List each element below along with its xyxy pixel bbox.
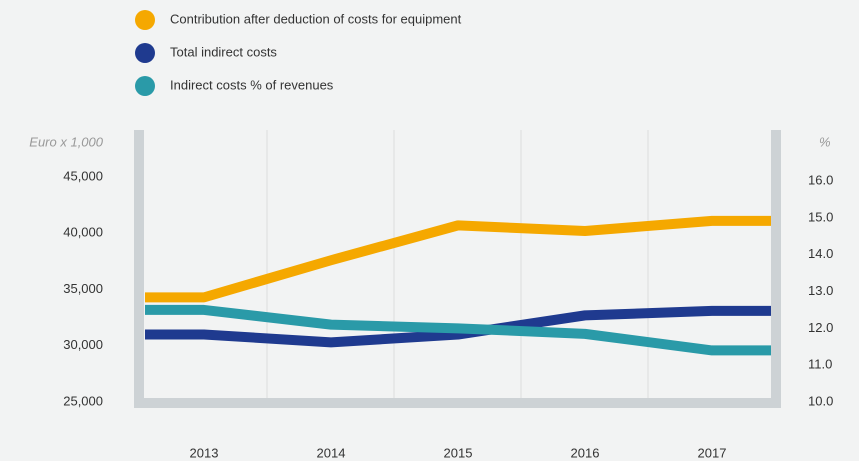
legend-swatch: [135, 76, 155, 96]
y-tick-label: 30,000: [63, 337, 103, 352]
x-tick-label: 2017: [698, 445, 727, 460]
x-tick-label: 2015: [444, 445, 473, 460]
y2-tick-label: 12.0: [808, 320, 833, 335]
y2-tick-label: 10.0: [808, 393, 833, 408]
y-tick-label: 45,000: [63, 168, 103, 183]
legend-label: Contribution after deduction of costs fo…: [170, 11, 462, 26]
legend-label: Total indirect costs: [170, 44, 277, 59]
plot-area: [133, 130, 781, 408]
series-line: [145, 305, 771, 348]
legend-swatch: [135, 43, 155, 63]
y2-tick-label: 11.0: [808, 357, 832, 372]
x-tick-label: 2014: [317, 445, 346, 460]
y2-tick-label: 15.0: [808, 209, 833, 224]
x-tick-label: 2016: [571, 445, 600, 460]
y-tick-label: 35,000: [63, 281, 103, 296]
legend-label: Indirect costs % of revenues: [170, 77, 334, 92]
y2-axis-label: %: [819, 134, 831, 149]
plot-frame: [134, 130, 781, 408]
x-tick-label: 2013: [190, 445, 219, 460]
y2-tick-label: 16.0: [808, 172, 833, 187]
y-tick-label: 25,000: [63, 393, 103, 408]
legend-swatch: [135, 10, 155, 30]
series-line: [145, 215, 771, 303]
y2-tick-label: 13.0: [808, 283, 833, 298]
y-axis-label: Euro x 1,000: [29, 134, 103, 149]
series-line: [145, 304, 771, 356]
y2-tick-label: 14.0: [808, 246, 833, 261]
y-tick-label: 40,000: [63, 225, 103, 240]
